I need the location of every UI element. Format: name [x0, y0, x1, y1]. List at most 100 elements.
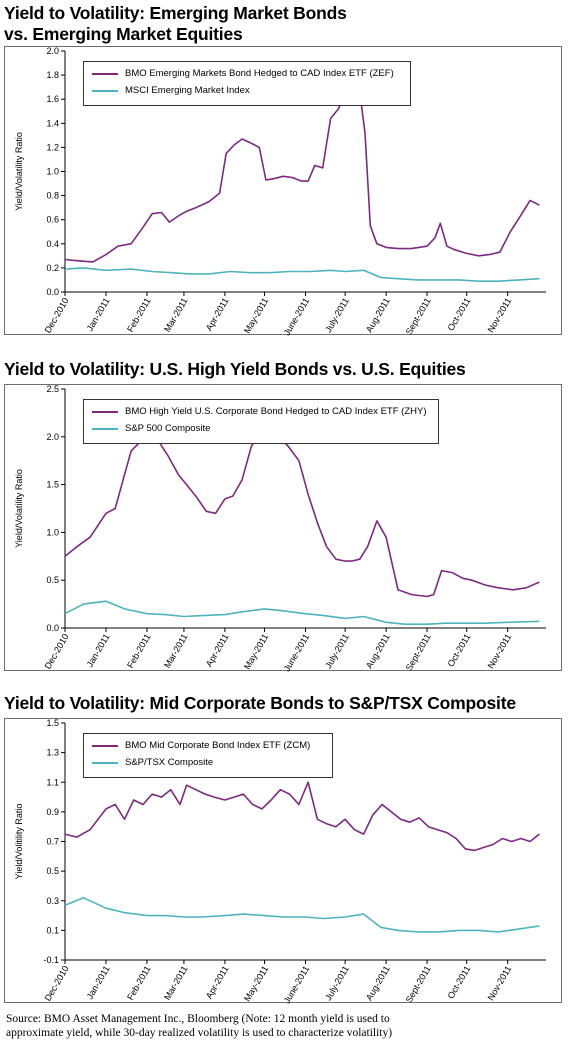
series-line-0 [64, 80, 540, 263]
x-tick-label: June-2011 [282, 632, 312, 673]
y-tick-label: 2.0 [46, 46, 59, 56]
x-tick-label: May-2011 [242, 964, 270, 1003]
legend-label-msci-em: MSCI Emerging Market Index [125, 85, 250, 96]
x-tick-label: Dec-2010 [43, 964, 71, 1003]
legend-swatch-msci-em [92, 89, 118, 92]
x-tick-label: Nov-2011 [486, 632, 514, 670]
chart-title-3: Yield to Volatility: Mid Corporate Bonds… [4, 693, 516, 713]
legend-label-sp500: S&P 500 Composite [125, 423, 211, 434]
chart-svg-1: 0.0 0.2 0.4 0.6 0.8 1.0 1.2 1.4 1.6 1.8 2.0 Yield/V… [14, 46, 546, 337]
y-tick-label: 0.3 [46, 896, 59, 906]
x-tick-label: Sept-2011 [404, 964, 433, 1004]
y-tick-label: 0.9 [46, 807, 59, 817]
chart-svg-2: 0.0 0.5 1.0 1.5 2.0 2.5 Yield/Volatility Ratio… [14, 384, 546, 673]
y-axis-title: Yield/Volatility Ratio [14, 132, 24, 211]
y-tick-label: 1.2 [46, 142, 59, 152]
chart-panel-1: 0.0 0.2 0.4 0.6 0.8 1.0 1.2 1.4 1.6 1.8 2.0 Yield/V… [4, 46, 562, 337]
y-tick-label: 0.6 [46, 215, 59, 225]
legend-item-zef: BMO Emerging Markets Bond Hedged to CAD … [92, 65, 402, 82]
series-line-0 [64, 781, 540, 852]
x-tick-label: June-2011 [282, 296, 312, 337]
y-axis-title: Yield/Volatility Ratio [14, 469, 24, 548]
x-tick-label: Apr-2011 [204, 632, 231, 668]
y-tick-label: 0.2 [46, 263, 59, 273]
y-tick-label: 1.6 [46, 94, 59, 104]
x-tick-label: June-2011 [282, 964, 312, 1005]
y-tick-label: -0.1 [43, 955, 59, 965]
y-tick-label: 1.1 [46, 777, 59, 787]
source-note: Source: BMO Asset Management Inc., Bloom… [6, 1013, 393, 1039]
legend-item-zhy: BMO High Yield U.S. Corporate Bond Hedge… [92, 403, 430, 420]
x-tick-label: Jan-2011 [85, 632, 112, 669]
legend-swatch-sptsx [92, 761, 118, 764]
y-tick-label: 0.5 [46, 866, 59, 876]
y-tick-label: 1.0 [46, 167, 59, 177]
chart-svg-3: -0.1 0.1 0.3 0.5 0.7 0.9 1.1 1.3 1.5 Yield/Voliti… [14, 718, 546, 1005]
x-tick-label: Aug-2011 [364, 632, 392, 670]
x-tick-label: Dec-2010 [43, 632, 71, 671]
y-tick-label: 1.4 [46, 118, 59, 128]
x-tick-label: July-2011 [323, 964, 351, 1002]
x-tick-label: May-2011 [242, 296, 270, 335]
y-tick-label: 2.5 [46, 384, 59, 394]
x-tick-label: Apr-2011 [204, 296, 231, 332]
y-tick-label: 0.0 [46, 623, 59, 633]
x-tick-label: Apr-2011 [204, 964, 231, 1000]
legend-item-sp500: S&P 500 Composite [92, 420, 430, 437]
chart-legend-3: BMO Mid Corporate Bond Index ETF (ZCM) S… [83, 733, 333, 778]
x-tick-label: Feb-2011 [125, 632, 153, 670]
chart-legend-2: BMO High Yield U.S. Corporate Bond Hedge… [83, 399, 439, 444]
y-tick-label: 0.1 [46, 925, 59, 935]
x-tick-label: Mar-2011 [162, 632, 190, 670]
x-tick-label: July-2011 [323, 296, 351, 334]
legend-label-zef: BMO Emerging Markets Bond Hedged to CAD … [125, 68, 394, 79]
legend-swatch-zhy [92, 410, 118, 413]
y-tick-label: 2.0 [46, 432, 59, 442]
x-tick-label: Nov-2011 [486, 964, 514, 1002]
legend-item-zcm: BMO Mid Corporate Bond Index ETF (ZCM) [92, 737, 324, 754]
legend-item-sptsx: S&P/TSX Composite [92, 754, 324, 771]
series-line-0 [64, 426, 540, 598]
x-tick-label: Mar-2011 [162, 296, 190, 334]
legend-label-zcm: BMO Mid Corporate Bond Index ETF (ZCM) [125, 740, 311, 751]
x-tick-label: Aug-2011 [364, 964, 392, 1002]
series-line-1 [64, 600, 540, 625]
x-tick-label: Sept-2011 [404, 632, 433, 672]
series-line-1 [64, 897, 540, 933]
y-tick-label: 0.0 [46, 287, 59, 297]
y-tick-label: 0.7 [46, 837, 59, 847]
legend-item-msci-em: MSCI Emerging Market Index [92, 82, 402, 99]
chart-title-2: Yield to Volatility: U.S. High Yield Bon… [4, 359, 466, 379]
legend-label-zhy: BMO High Yield U.S. Corporate Bond Hedge… [125, 406, 427, 417]
x-tick-label: Nov-2011 [486, 296, 514, 334]
y-tick-label: 1.5 [46, 718, 59, 728]
x-tick-label: Jan-2011 [85, 964, 112, 1001]
x-tick-label: Sept-2011 [404, 296, 433, 336]
x-tick-label: Oct-2011 [446, 964, 473, 1000]
legend-swatch-sp500 [92, 427, 118, 430]
y-axis-title: Yield/Volitility Ratio [14, 804, 24, 880]
legend-label-sptsx: S&P/TSX Composite [125, 757, 214, 768]
chart-panel-3: -0.1 0.1 0.3 0.5 0.7 0.9 1.1 1.3 1.5 Yield/Voliti… [4, 718, 562, 1005]
x-tick-label: Oct-2011 [446, 632, 473, 668]
y-tick-label: 1.8 [46, 70, 59, 80]
chart-panel-2: 0.0 0.5 1.0 1.5 2.0 2.5 Yield/Volatility Ratio… [4, 384, 562, 673]
x-tick-label: Dec-2010 [43, 296, 71, 335]
y-tick-label: 1.5 [46, 480, 59, 490]
y-tick-label: 0.8 [46, 191, 59, 201]
y-tick-label: 1.0 [46, 527, 59, 537]
x-tick-label: Feb-2011 [125, 296, 153, 334]
x-tick-label: Feb-2011 [125, 964, 153, 1002]
y-tick-label: 0.5 [46, 575, 59, 585]
x-tick-label: Aug-2011 [364, 296, 392, 334]
x-tick-label: Jan-2011 [85, 296, 112, 333]
x-tick-label: July-2011 [323, 632, 351, 670]
x-tick-label: May-2011 [242, 632, 270, 671]
y-tick-label: 0.4 [46, 239, 59, 249]
x-tick-label: Oct-2011 [446, 296, 473, 332]
chart-legend-1: BMO Emerging Markets Bond Hedged to CAD … [83, 61, 411, 106]
x-tick-label: Mar-2011 [162, 964, 190, 1002]
legend-swatch-zef [92, 72, 118, 75]
legend-swatch-zcm [92, 744, 118, 747]
chart-title-1: Yield to Volatility: Emerging Market Bon… [4, 3, 347, 44]
